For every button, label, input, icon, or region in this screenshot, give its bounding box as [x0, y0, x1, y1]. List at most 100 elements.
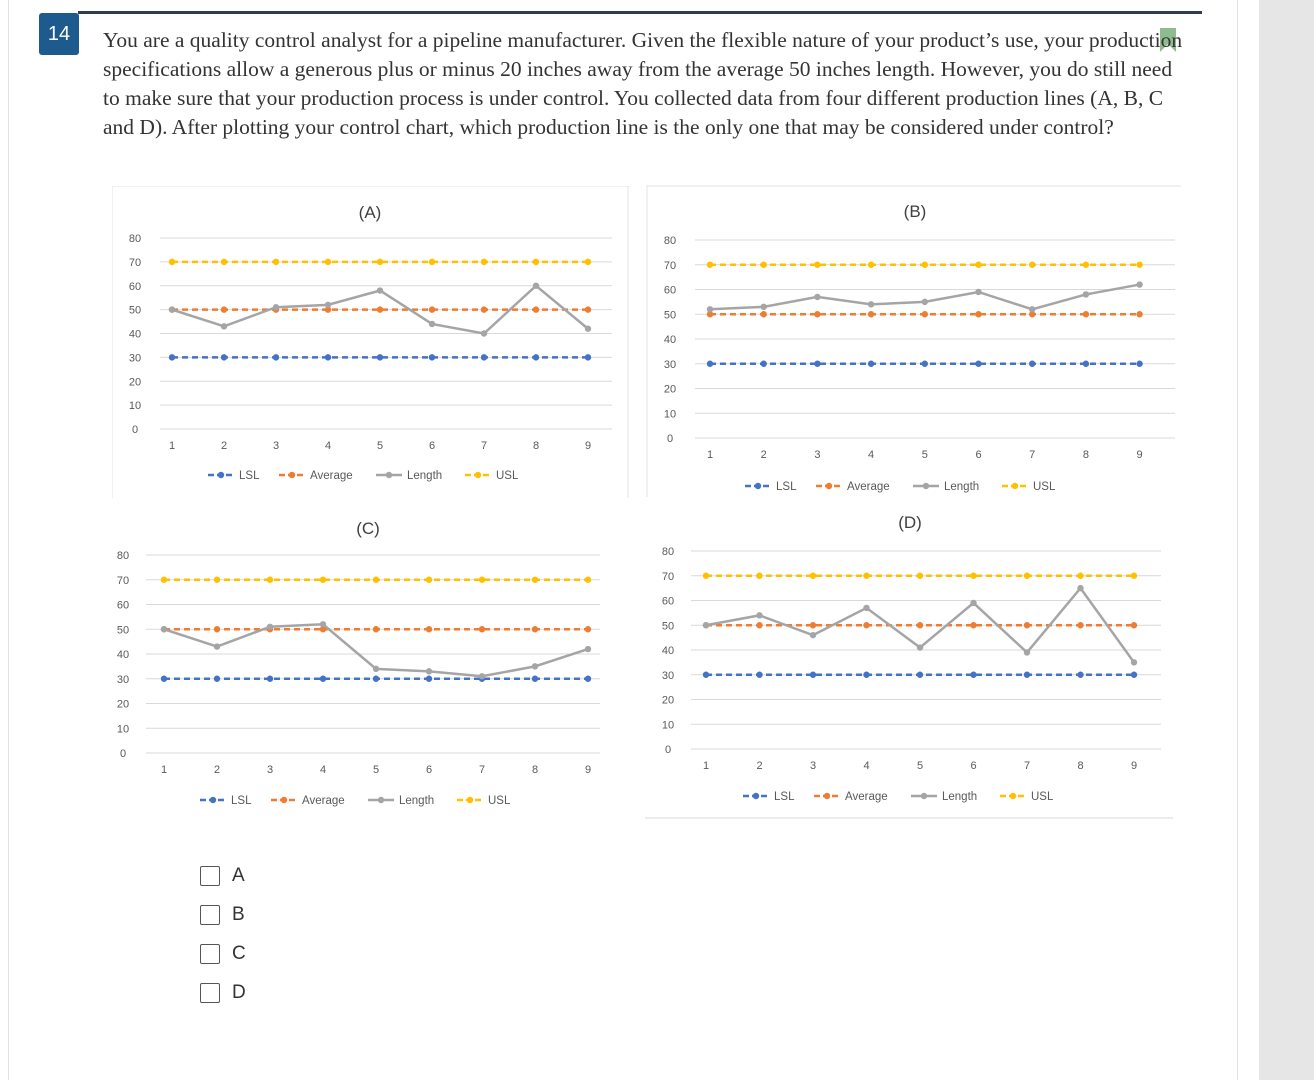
chart-d-legend-label-usl: USL	[1031, 791, 1054, 803]
chart-a-xtick: 6	[429, 440, 435, 452]
checkbox-d[interactable]	[200, 982, 220, 1003]
chart-b-point-length	[1082, 291, 1090, 298]
checkbox-b[interactable]	[200, 904, 220, 925]
chart-c-point-average	[372, 626, 380, 633]
chart-a: (A) 0 10 20 30 40 50 60 70 80 1 2 3 4 5 6 7 8 9 LSL Average L…	[112, 186, 630, 498]
chart-b-point-lsl	[921, 360, 928, 367]
chart-d-xtick: 2	[756, 760, 762, 772]
chart-b-point-length	[921, 298, 928, 306]
option-c[interactable]: C	[200, 934, 246, 973]
chart-b-xtick: 7	[1029, 449, 1035, 461]
chart-d-point-length	[863, 604, 870, 612]
chart-c-point-usl	[372, 576, 380, 583]
chart-c-ytick: 50	[117, 624, 129, 636]
chart-c-point-usl	[266, 576, 274, 583]
chart-d-point-usl	[1077, 572, 1084, 579]
chart-d-ytick: 20	[662, 695, 674, 707]
chart-c-point-lsl	[425, 675, 433, 682]
chart-d-point-usl	[1130, 572, 1138, 579]
chart-c-point-length	[425, 668, 433, 675]
chart-d-xtick: 1	[703, 760, 709, 772]
chart-c-legend-marker-length	[377, 796, 385, 804]
chart-b-point-length	[975, 288, 982, 296]
chart-d-point-usl	[809, 572, 817, 579]
chart-c-point-average	[531, 626, 539, 633]
chart-a-xtick: 5	[377, 440, 383, 452]
chart-a-point-length	[220, 323, 228, 330]
chart-d-point-length	[809, 631, 817, 639]
chart-c-point-length	[319, 621, 327, 628]
chart-a-point-lsl	[324, 354, 332, 361]
chart-b-xtick: 1	[707, 449, 713, 461]
chart-a-xtick: 3	[273, 440, 279, 452]
chart-b-point-lsl	[760, 360, 767, 367]
chart-a-xtick: 4	[325, 440, 331, 452]
chart-a-point-average	[584, 306, 592, 313]
chart-d-xtick: 4	[863, 760, 869, 772]
chart-a-legend-marker-average	[288, 471, 296, 479]
chart-d-point-length	[916, 644, 924, 651]
chart-c-legend-label-lsl: LSL	[231, 795, 252, 807]
chart-d-point-length	[970, 599, 977, 607]
chart-c-point-length	[584, 645, 592, 653]
chart-b-point-length	[760, 303, 767, 311]
bookmark-icon[interactable]	[1160, 28, 1176, 52]
chart-c-xtick: 8	[532, 764, 538, 776]
checkbox-c[interactable]	[200, 943, 220, 964]
chart-d-point-length	[1130, 659, 1138, 666]
chart-b-point-lsl	[814, 360, 821, 367]
chart-c-xtick: 5	[373, 764, 379, 776]
chart-d-point-lsl	[916, 671, 924, 678]
chart-a-point-length	[272, 304, 280, 311]
chart-a-ytick: 50	[129, 305, 141, 317]
chart-c-xtick: 6	[426, 764, 432, 776]
chart-a-point-usl	[532, 258, 540, 266]
chart-d-point-lsl	[809, 671, 817, 678]
chart-b-point-average	[1136, 311, 1143, 318]
chart-c-point-length	[266, 623, 274, 630]
chart-b-legend-label-length: Length	[944, 481, 979, 493]
chart-a-point-average	[220, 306, 228, 313]
chart-b-point-length	[814, 293, 821, 301]
option-b[interactable]: B	[200, 895, 246, 934]
chart-c-title: (C)	[356, 519, 380, 538]
chart-b-point-length	[867, 301, 875, 308]
chart-c-svg: (C) 0 10 20 30 40 50 60 70 80 1 2 3 4 5 6 7 8 9 LSL Average L…	[117, 519, 600, 807]
chart-b-point-usl	[1136, 261, 1143, 268]
chart-d-point-length	[702, 622, 710, 629]
chart-a-legend-label-lsl: LSL	[239, 470, 260, 482]
chart-c-point-usl	[425, 576, 433, 583]
chart-c-point-lsl	[213, 675, 221, 682]
chart-a-point-usl	[220, 258, 228, 266]
chart-b-legend-label-usl: USL	[1033, 481, 1056, 493]
chart-b-legend-marker-average	[825, 482, 833, 490]
chart-d-point-average	[1023, 622, 1031, 629]
chart-a-legend-label-length: Length	[407, 470, 442, 482]
chart-c: (C) 0 10 20 30 40 50 60 70 80 1 2 3 4 5 6 7 8 9 LSL Average L…	[100, 508, 630, 820]
chart-b-ytick: 10	[664, 408, 676, 420]
chart-a-point-length	[376, 287, 384, 294]
checkbox-a[interactable]	[200, 865, 220, 886]
chart-a-point-average	[324, 306, 332, 313]
chart-d-svg: (D) 0 10 20 30 40 50 60 70 80 1 2 3 4 5 6 7 8 9 LSL Average L…	[645, 513, 1173, 819]
chart-c-point-length	[160, 626, 168, 633]
chart-b-point-average	[975, 311, 982, 318]
chart-b-xtick: 8	[1083, 449, 1089, 461]
chart-c-ytick: 20	[117, 699, 129, 711]
chart-a-point-usl	[584, 258, 592, 266]
option-a[interactable]: A	[200, 856, 246, 895]
chart-d-point-lsl	[863, 671, 870, 678]
chart-a-point-average	[532, 306, 540, 313]
chart-b-point-lsl	[1082, 360, 1090, 367]
chart-d-legend-marker-average	[823, 792, 831, 800]
chart-d-point-average	[916, 622, 924, 629]
chart-d-point-average	[809, 622, 817, 629]
chart-c-legend-marker-lsl	[209, 796, 217, 804]
chart-b-ytick: 0	[667, 433, 673, 445]
chart-c-legend-label-average: Average	[302, 795, 345, 807]
chart-c-point-average	[213, 626, 221, 633]
option-d[interactable]: D	[200, 973, 246, 1012]
chart-d-point-usl	[702, 572, 710, 579]
chart-b-legend-marker-usl	[1011, 482, 1019, 490]
chart-a-ytick: 70	[129, 257, 141, 269]
